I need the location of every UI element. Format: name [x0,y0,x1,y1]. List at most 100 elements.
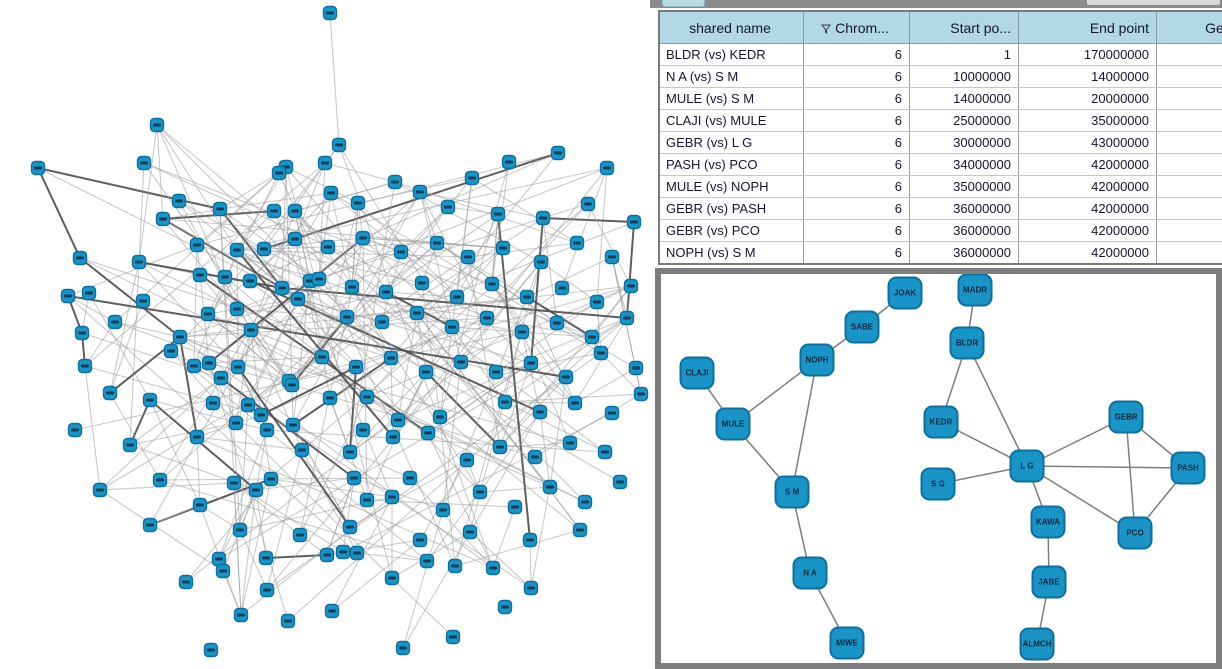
table-cell[interactable]: 20000000 [1018,87,1157,110]
graph-node[interactable] [412,184,428,200]
table-cell[interactable]: 6 [803,87,910,110]
graph-node[interactable] [449,289,465,305]
graph-node-sabe[interactable]: SABE [844,310,880,344]
graph-node[interactable] [30,160,46,176]
graph-node[interactable] [274,280,290,296]
table-row[interactable]: MULE (vs) S M614000000200000007.5 [659,87,1222,110]
main-network-view[interactable] [0,0,649,669]
graph-node[interactable] [440,199,456,215]
graph-node[interactable] [359,492,375,508]
graph-node[interactable] [444,319,460,335]
table-cell[interactable]: 9.9 [1156,241,1222,265]
table-cell[interactable]: 6.6 [1156,65,1222,88]
graph-node[interactable] [429,235,445,251]
graph-node[interactable] [355,230,371,246]
graph-node[interactable] [414,275,430,291]
graph-node[interactable] [535,210,551,226]
graph-node[interactable] [604,405,620,421]
table-cell[interactable]: 6 [803,197,910,220]
graph-edge[interactable] [1125,416,1136,534]
column-header-shared-name[interactable]: shared name [659,11,804,44]
graph-node[interactable] [74,325,90,341]
graph-node[interactable] [567,395,583,411]
graph-node[interactable] [200,306,216,322]
graph-node[interactable] [233,607,249,623]
graph-node[interactable] [522,532,538,548]
table-cell[interactable]: 42000000 [1018,175,1157,198]
table-cell[interactable]: 6 [803,65,910,88]
graph-node[interactable] [395,640,411,656]
graph-node[interactable] [604,249,620,265]
graph-node[interactable] [226,475,242,491]
graph-node[interactable] [253,407,269,423]
graph-node[interactable] [323,185,339,201]
graph-node[interactable] [619,310,635,326]
graph-node[interactable] [292,527,308,543]
graph-node[interactable] [507,499,523,515]
table-cell[interactable]: 36000000 [909,197,1019,220]
graph-node[interactable] [266,203,282,219]
graph-node[interactable] [320,239,336,255]
graph-node[interactable] [495,240,511,256]
graph-node[interactable] [294,442,310,458]
graph-edge[interactable] [966,342,1028,467]
graph-node[interactable] [243,322,259,338]
graph-node[interactable] [626,214,642,230]
graph-node[interactable] [572,522,588,538]
graph-node[interactable] [230,359,246,375]
graph-node[interactable] [385,429,401,445]
graph-node[interactable] [60,288,76,304]
graph-node[interactable] [519,289,535,305]
graph-node-mule[interactable]: MULE [715,407,751,441]
table-cell[interactable]: 6 [803,131,910,154]
table-cell[interactable]: 30000000 [909,131,1019,154]
graph-edge[interactable] [1026,465,1136,534]
table-cell[interactable]: 16.9 [1156,131,1222,154]
table-row[interactable]: GEBR (vs) PASH636000000420000008.9 [659,197,1222,220]
graph-node[interactable] [149,117,165,133]
graph-node[interactable] [460,249,476,265]
graph-node[interactable] [628,360,644,376]
graph-node-kawa[interactable]: KAWA [1030,505,1066,539]
graph-node[interactable] [623,278,639,294]
table-cell[interactable]: MULE (vs) NOPH [659,175,804,198]
graph-node[interactable] [215,563,231,579]
graph-node-kedr[interactable]: KEDR [923,405,959,439]
graph-node[interactable] [242,273,258,289]
table-cell[interactable]: 1 [909,43,1019,66]
graph-node[interactable] [346,470,362,486]
column-header-end-point[interactable]: End point [1018,11,1157,44]
graph-node[interactable] [393,244,409,260]
table-cell[interactable]: 6 [803,43,910,66]
graph-node[interactable] [384,570,400,586]
graph-node[interactable] [284,377,300,393]
sub-network-view[interactable]: JOAK SABE NOPH CLAJI MULE MADR BLDR KEDR GEBR L G… [655,268,1222,669]
table-cell[interactable]: 36000000 [909,219,1019,242]
graph-node[interactable] [248,482,264,498]
table-cell[interactable]: 6 [803,175,910,198]
strip-tab[interactable] [662,0,705,7]
graph-node[interactable] [550,145,566,161]
graph-node[interactable] [178,574,194,590]
graph-node[interactable] [155,211,171,227]
graph-node[interactable] [205,395,221,411]
graph-node[interactable] [445,629,461,645]
graph-node[interactable] [383,350,399,366]
graph-node[interactable] [447,558,463,574]
graph-node[interactable] [419,553,435,569]
graph-node[interactable] [203,642,219,658]
graph-node[interactable] [259,582,275,598]
graph-node[interactable] [122,437,138,453]
table-cell[interactable]: 10.5 [1156,175,1222,198]
graph-node[interactable] [142,517,158,533]
graph-node[interactable] [344,279,360,295]
graph-node[interactable] [485,560,501,576]
graph-node[interactable] [81,285,97,301]
graph-node[interactable] [420,425,436,441]
table-cell[interactable]: 42000000 [1018,219,1157,242]
table-cell[interactable]: MULE (vs) S M [659,87,804,110]
graph-node[interactable] [462,524,478,540]
graph-node[interactable] [599,160,615,176]
table-cell[interactable]: 42000000 [1018,153,1157,176]
graph-node[interactable] [549,315,565,331]
